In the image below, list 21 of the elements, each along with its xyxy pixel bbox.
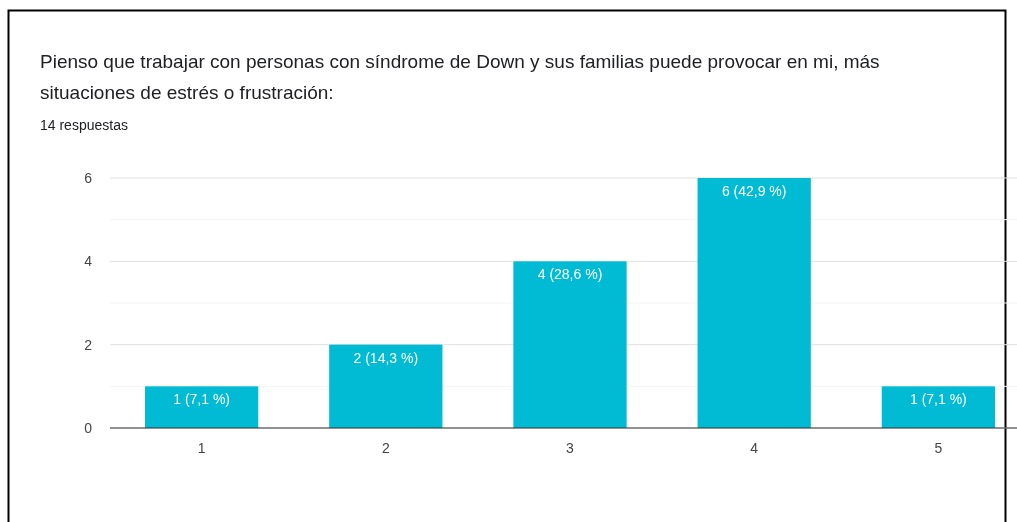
bar <box>881 386 996 428</box>
chart-title: Pienso que trabajar con personas con síndrome de Down y sus familias puede provocar en mi, más situaciones de estrés o frustración: <box>40 51 880 103</box>
y-tick-label: 0 <box>84 420 93 436</box>
bar <box>697 178 811 428</box>
x-tick-label: 2 <box>381 440 390 456</box>
x-tick-label: 1 <box>197 440 206 456</box>
data-label: 1 (7,1 %) <box>909 391 967 408</box>
bar <box>513 261 627 428</box>
x-tick-label: 3 <box>566 440 575 456</box>
x-tick-label: 5 <box>934 440 943 456</box>
bar <box>329 344 443 428</box>
x-tick-label: 4 <box>750 440 759 456</box>
data-label: 1 (7,1 %) <box>173 391 231 408</box>
chart-subtitle: 14 respuestas <box>40 117 128 133</box>
bar <box>145 386 259 428</box>
y-tick-label: 2 <box>84 336 93 353</box>
data-label: 6 (42,9 %) <box>721 183 787 199</box>
y-tick-label: 4 <box>84 253 93 270</box>
y-tick-label: 6 <box>84 170 93 186</box>
data-label: 2 (14,3 %) <box>353 349 419 366</box>
data-label: 4 (28,6 %) <box>537 266 603 283</box>
